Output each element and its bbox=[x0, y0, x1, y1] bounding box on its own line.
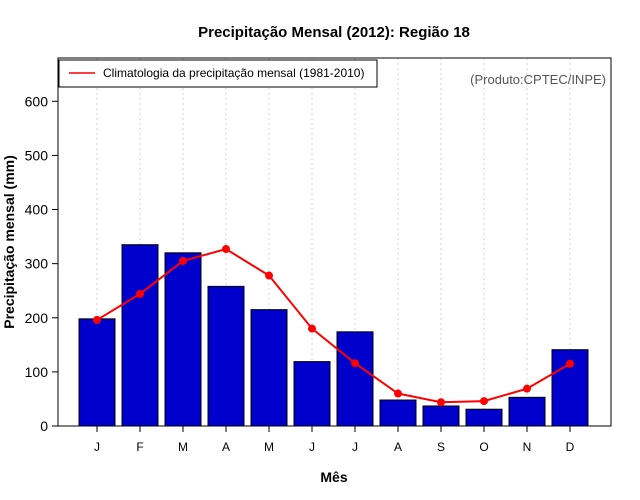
y-tick-label: 500 bbox=[25, 147, 49, 163]
x-tick-label: S bbox=[437, 440, 445, 454]
x-tick-label: A bbox=[222, 440, 230, 454]
legend: Climatologia da precipitação mensal (198… bbox=[58, 59, 378, 88]
climatology-line-series bbox=[93, 245, 574, 407]
y-tick-label: 300 bbox=[25, 256, 49, 272]
bar-7 bbox=[379, 399, 417, 427]
legend-label: Climatologia da precipitação mensal (198… bbox=[103, 66, 364, 80]
x-tick-label: N bbox=[523, 440, 532, 454]
climatology-point-5 bbox=[308, 324, 316, 333]
bar-0 bbox=[78, 318, 116, 427]
climatology-point-11 bbox=[566, 359, 574, 368]
x-tick-label: M bbox=[264, 440, 274, 454]
y-axis: 0 100 200 300 400 500 600 bbox=[25, 93, 58, 434]
bar-10 bbox=[508, 396, 546, 427]
y-tick-label: 400 bbox=[25, 202, 49, 218]
y-tick-label: 200 bbox=[25, 310, 49, 326]
x-tick-label: M bbox=[178, 440, 188, 454]
x-tick-label: D bbox=[566, 440, 575, 454]
climatology-point-2 bbox=[179, 256, 187, 265]
climatology-point-9 bbox=[480, 397, 488, 406]
y-tick-label: 600 bbox=[25, 93, 49, 109]
climatology-line bbox=[96, 247, 571, 404]
bar-3 bbox=[207, 285, 245, 427]
climatology-point-0 bbox=[93, 315, 101, 324]
bar-series bbox=[78, 244, 589, 427]
bar-4 bbox=[250, 309, 288, 427]
climatology-point-1 bbox=[136, 289, 144, 298]
x-tick-label: F bbox=[136, 440, 143, 454]
climatology-point-4 bbox=[265, 271, 273, 280]
climatology-point-8 bbox=[437, 398, 445, 407]
x-tick-label: J bbox=[94, 440, 100, 454]
bar-6 bbox=[336, 331, 374, 427]
bar-9 bbox=[465, 408, 503, 427]
legend-box bbox=[58, 59, 378, 88]
y-tick-label: 0 bbox=[40, 418, 48, 434]
x-tick-label: J bbox=[309, 440, 315, 454]
x-axis-label: Mês bbox=[320, 469, 347, 485]
x-tick-label: A bbox=[394, 440, 402, 454]
bar-8 bbox=[422, 405, 460, 427]
climatology-point-3 bbox=[222, 245, 230, 254]
x-tick-label: J bbox=[352, 440, 358, 454]
plot-frame bbox=[57, 57, 612, 427]
y-axis-label: Precipitação mensal (mm) bbox=[1, 155, 17, 329]
y-tick-label: 100 bbox=[25, 364, 49, 380]
bar-1 bbox=[121, 244, 159, 427]
climatology-point-10 bbox=[523, 384, 531, 393]
credit-text: (Produto:CPTEC/INPE) bbox=[470, 72, 606, 87]
climatology-point-7 bbox=[394, 389, 402, 398]
chart-title: Precipitação Mensal (2012): Região 18 bbox=[198, 24, 470, 41]
x-tick-label: O bbox=[479, 440, 488, 454]
climatology-point-6 bbox=[351, 359, 359, 368]
bar-2 bbox=[164, 252, 202, 427]
bar-5 bbox=[293, 361, 331, 427]
